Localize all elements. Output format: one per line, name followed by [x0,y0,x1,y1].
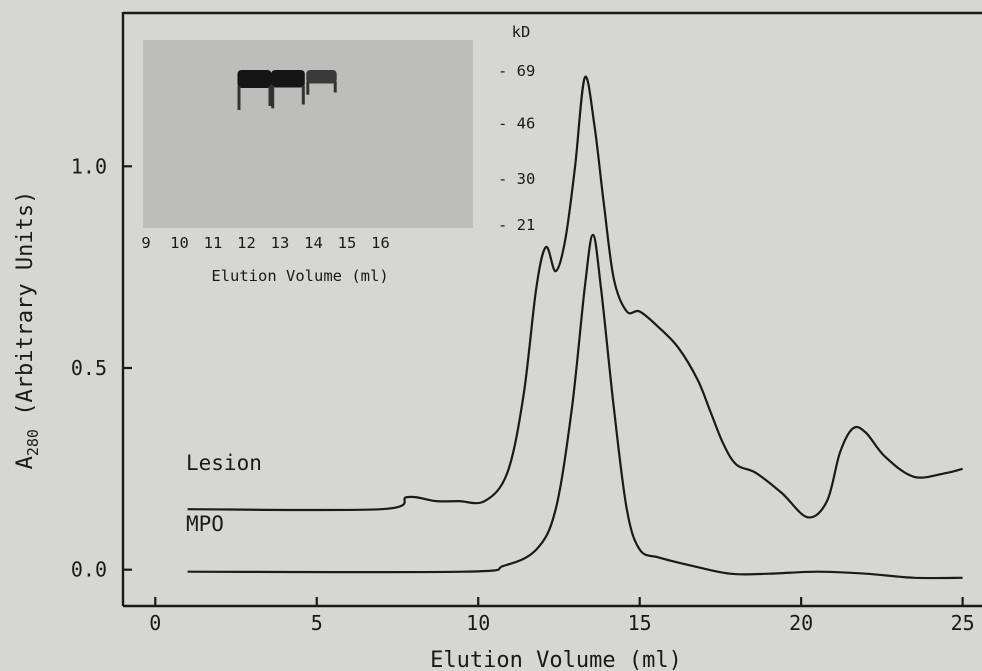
gel-marker-label: - 30 [498,170,535,188]
gel-lane-label: 12 [237,234,256,252]
gel-band-streak [237,86,241,110]
x-tick-label: 10 [466,611,490,635]
gel-markers: - 69 - 46 - 30 - 21 [498,62,535,234]
x-tick-label: 15 [628,611,652,635]
gel-lane-labels: 9 10 11 12 13 14 15 16 [141,234,390,252]
y-axis-label: A280 (Arbitrary Units) [13,191,42,470]
y-tick-label: 0.0 [71,558,107,582]
gel-band [306,70,337,84]
lesion-annotation: Lesion [186,451,262,475]
gel-band-streak [268,86,272,106]
gel-band-streak [306,81,310,95]
gel-band [271,70,305,88]
gel-band-streak [271,85,275,109]
series-lines [187,75,963,580]
gel-lane-label: 15 [338,234,357,252]
gel-marker-label: - 21 [498,216,535,234]
gel-band [237,70,272,88]
gel-lane-label: 13 [271,234,290,252]
gel-lane-label: 16 [371,234,390,252]
x-tick-label: 5 [311,611,323,635]
gel-band-streak [301,85,305,105]
y-tick-label: 1.0 [71,154,107,178]
gel-xlabel: Elution Volume (ml) [211,267,388,285]
x-tick-label: 0 [149,611,161,635]
series-line-mpo [187,233,963,580]
y-tick-label: 0.5 [71,356,107,380]
x-tick-label: 20 [789,611,813,635]
gel-image [143,40,473,228]
gel-band-streak [333,81,337,93]
y-axis-label-rest: (Arbitrary Units) [13,191,38,429]
x-tick-label: 25 [951,611,975,635]
y-axis-label-main: A [13,456,38,469]
gel-lane-label: 11 [204,234,223,252]
gel-marker-label: - 69 [498,62,535,80]
x-ticks: 0 5 10 15 20 25 [149,597,975,635]
gel-marker-unit: kD [512,23,531,41]
y-ticks: 0.0 0.5 1.0 [71,154,132,582]
gel-lane-label: 9 [141,234,150,252]
gel-bands [237,70,337,110]
mpo-annotation: MPO [186,512,224,536]
gel-marker-label: - 46 [498,114,535,132]
gel-lane-label: 14 [304,234,323,252]
x-axis-label: Elution Volume (ml) [430,648,682,671]
y-axis-label-sub: 280 [24,429,42,456]
gel-lane-label: 10 [170,234,189,252]
gel-inset: 9 10 11 12 13 14 15 16 Elution Volume (ml) kD -… [141,23,535,285]
series-line-lesion [187,75,963,519]
